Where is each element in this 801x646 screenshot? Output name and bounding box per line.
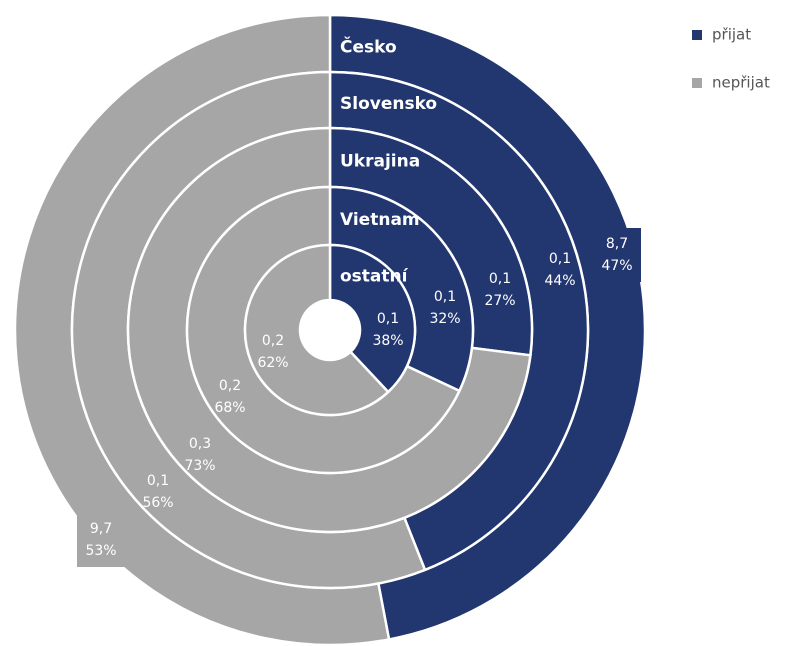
ring-name: Vietnam	[340, 210, 420, 230]
ring-name: Ukrajina	[340, 152, 420, 172]
percent-label: 44%	[544, 273, 575, 289]
legend-label: nepřijat	[712, 74, 770, 92]
value-label: 0,3	[189, 436, 211, 452]
percent-label: 38%	[372, 333, 403, 349]
ring-segment	[243, 243, 390, 417]
legend-marker	[692, 30, 702, 40]
value-label: 0,1	[147, 473, 169, 489]
legend-label: přijat	[712, 26, 751, 44]
label-box	[77, 513, 125, 567]
ring-name: Slovensko	[340, 94, 437, 114]
value-label: 0,1	[377, 311, 399, 327]
percent-label: 53%	[85, 543, 116, 559]
percent-label: 56%	[142, 495, 173, 511]
value-label: 0,2	[219, 378, 241, 394]
percent-label: 62%	[257, 355, 288, 371]
value-label: 0,1	[549, 251, 571, 267]
label-box	[593, 228, 641, 282]
value-label: 0,1	[489, 271, 511, 287]
ring-name: ostatní	[340, 267, 409, 287]
value-label: 0,1	[434, 289, 456, 305]
legend-marker	[692, 78, 702, 88]
value-label: 8,7	[606, 236, 628, 252]
percent-label: 32%	[429, 311, 460, 327]
value-label: 0,2	[262, 333, 284, 349]
ring-name: Česko	[340, 36, 397, 58]
value-label: 9,7	[90, 521, 112, 537]
percent-label: 68%	[214, 400, 245, 416]
percent-label: 73%	[184, 458, 215, 474]
ring-segment	[328, 243, 417, 394]
percent-label: 27%	[484, 293, 515, 309]
percent-label: 47%	[601, 258, 632, 274]
